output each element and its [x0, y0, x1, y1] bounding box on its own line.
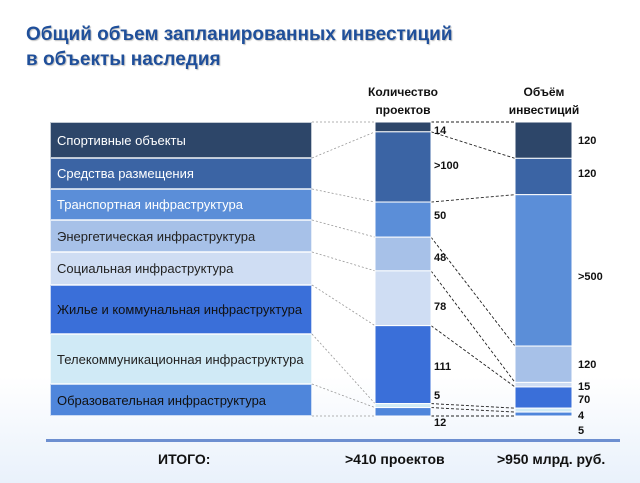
investment-column-header: Объём инвестиций — [508, 85, 580, 117]
connector-line — [430, 194, 516, 203]
projects-bar-segment — [374, 403, 432, 409]
connector-line — [311, 131, 376, 159]
category-box: Транспортная инфраструктура — [50, 189, 312, 220]
total-investment: >950 млрд. руб. — [497, 451, 606, 467]
connector-line — [430, 236, 516, 347]
connector-line — [311, 251, 376, 272]
total-projects: >410 проектов — [345, 451, 445, 467]
investment-value-label: 4 — [578, 410, 585, 422]
projects-bar-segment — [374, 270, 432, 327]
projects-bar-segment — [374, 325, 432, 405]
investment-value-label: >500 — [578, 271, 603, 283]
category-box: Средства размещения — [50, 158, 312, 189]
category-box: Телекоммуникационная инфраструктура — [50, 334, 312, 384]
investment-bar-segment — [514, 386, 573, 409]
projects-value-label: 78 — [434, 301, 447, 313]
projects-value-label: 48 — [434, 252, 447, 264]
category-box: Социальная инфраструктура — [50, 252, 312, 285]
projects-value-label: 14 — [434, 125, 447, 137]
investment-value-label: 120 — [578, 168, 597, 180]
category-box: Образовательная инфраструктура — [50, 384, 312, 416]
connector-line — [430, 270, 516, 383]
projects-bar-segment — [374, 201, 432, 238]
connector-line — [311, 188, 376, 203]
investment-value-label: 5 — [578, 425, 585, 437]
category-box: Спортивные объекты — [50, 122, 312, 158]
investment-value-label: 120 — [578, 135, 597, 147]
investment-bar-segment — [514, 121, 573, 159]
projects-value-label: 50 — [434, 210, 447, 222]
connector-line — [311, 284, 376, 326]
connector-line — [430, 403, 516, 409]
connector-line — [311, 383, 376, 408]
projects-value-label: >100 — [434, 160, 459, 172]
connector-line — [311, 333, 376, 404]
investment-value-label: 120 — [578, 359, 597, 371]
investment-bar-frame — [514, 121, 573, 417]
slide-title-line-2: в объекты наследия — [26, 49, 221, 70]
investment-bar-segment — [514, 345, 573, 383]
projects-value-label: 5 — [434, 390, 441, 402]
bottom-divider — [46, 439, 620, 442]
category-box: Энергетическая инфраструктура — [50, 220, 312, 252]
investment-value-label: 15 — [578, 381, 591, 393]
projects-column-header: Количество проектов — [368, 85, 438, 117]
investment-bar-segment — [514, 194, 573, 347]
category-box: Жилье и коммунальная инфраструктура — [50, 285, 312, 334]
connector-line — [430, 407, 516, 413]
projects-bar-segment — [374, 407, 432, 417]
total-label: ИТОГО: — [158, 451, 211, 467]
connector-line — [311, 219, 376, 238]
investment-bar-segment — [514, 407, 573, 413]
projects-bar-segment — [374, 236, 432, 272]
projects-value-label: 12 — [434, 417, 447, 429]
connector-line — [430, 325, 516, 388]
projects-value-label: 111 — [434, 361, 452, 373]
investment-bar-segment — [514, 157, 573, 196]
investment-bar-segment — [514, 381, 573, 388]
investment-bar-segment — [514, 411, 573, 417]
investment-value-label: 70 — [578, 394, 591, 406]
projects-bar-segment — [374, 121, 432, 133]
slide-title-line-1: Общий объем запланированных инвестиций — [26, 24, 453, 45]
projects-bar-frame — [374, 121, 432, 417]
projects-bar-segment — [374, 131, 432, 203]
